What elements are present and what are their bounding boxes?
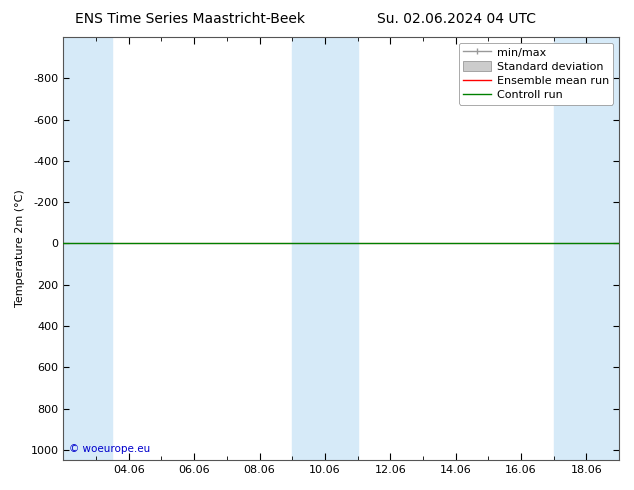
Bar	[553, 37, 619, 460]
Y-axis label: Temperature 2m (°C): Temperature 2m (°C)	[15, 190, 25, 307]
Text: © woeurope.eu: © woeurope.eu	[69, 444, 150, 454]
Bar	[63, 37, 112, 460]
Text: Su. 02.06.2024 04 UTC: Su. 02.06.2024 04 UTC	[377, 12, 536, 26]
Legend: min/max, Standard deviation, Ensemble mean run, Controll run: min/max, Standard deviation, Ensemble me…	[459, 43, 614, 104]
Text: ENS Time Series Maastricht-Beek: ENS Time Series Maastricht-Beek	[75, 12, 305, 26]
Bar	[292, 37, 358, 460]
